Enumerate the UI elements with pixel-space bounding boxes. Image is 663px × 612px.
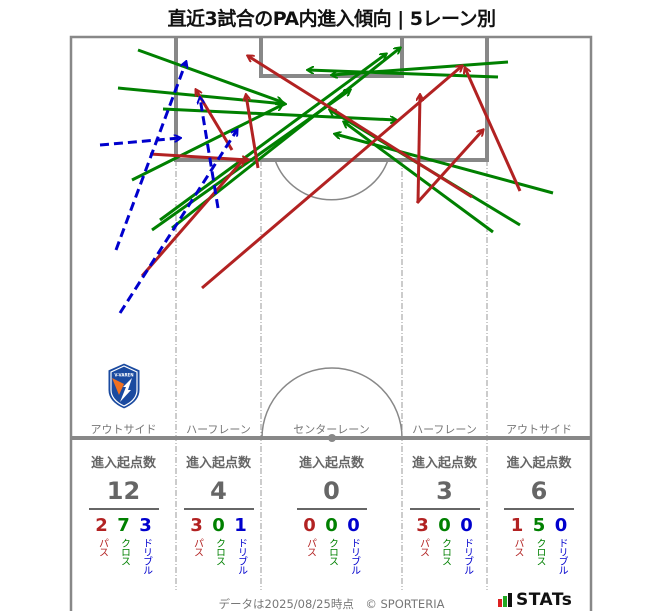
cross-arrow xyxy=(159,54,386,222)
pass-arrow xyxy=(418,95,420,204)
lane-dividers xyxy=(175,160,488,590)
pass-label: パス xyxy=(304,538,316,556)
footer-note: データは2025/08/25時点 © SPORTERIA xyxy=(218,597,445,611)
stats-logo: STATs xyxy=(498,590,572,610)
stat-total: 6 xyxy=(530,477,548,505)
lane-stats-halfspace-right: 進入起点数 3 3 パス 0 クロス 0 ドリブル xyxy=(402,452,487,574)
cross-label: クロス xyxy=(534,538,545,565)
pass-arrow xyxy=(465,68,522,192)
pass-count: 3 xyxy=(416,515,429,536)
cross-count: 7 xyxy=(117,515,130,536)
stat-total: 3 xyxy=(436,477,453,505)
lane-label-outside-right: アウトサイド xyxy=(506,423,572,436)
page-title: 直近3試合のPA内進入傾向 | 5レーン別 xyxy=(167,8,496,30)
pass-arrows xyxy=(140,56,522,290)
svg-text:V-VAREN: V-VAREN xyxy=(114,373,133,378)
pass-label: パス xyxy=(96,538,108,556)
cross-label: クロス xyxy=(439,538,451,565)
team-crest-icon: V-VAREN xyxy=(107,362,141,410)
pass-label: パス xyxy=(417,538,429,556)
lane-stats-outside-right: 進入起点数 6 1 パス 5 クロス 0 ドリブル xyxy=(487,452,591,574)
dribble-arrow xyxy=(200,98,220,209)
center-circle xyxy=(261,367,403,439)
stat-header: 進入起点数 xyxy=(298,456,364,471)
lane-stats-outside-left: 進入起点数 12 2 パス 7 クロス 3 ドリブル xyxy=(71,452,176,574)
pitch-boundary xyxy=(69,35,593,611)
pass-arrow xyxy=(149,152,248,160)
stat-total: 0 xyxy=(323,477,340,505)
pass-arrow xyxy=(246,95,260,169)
cross-count: 5 xyxy=(532,515,546,536)
dribble-label: ドリブル xyxy=(235,538,247,574)
stat-total: 4 xyxy=(210,477,227,505)
cross-count: 0 xyxy=(325,515,338,536)
pass-count: 0 xyxy=(303,515,316,536)
dribble-arrow xyxy=(114,62,186,251)
pass-label: パス xyxy=(191,538,203,556)
stat-total: 12 xyxy=(106,477,141,505)
stat-header: 進入起点数 xyxy=(411,456,477,471)
cross-label: クロス xyxy=(326,538,338,565)
cross-label: クロス xyxy=(213,538,225,565)
lane-stats-halfspace-left: 進入起点数 4 3 パス 0 クロス 1 ドリブル xyxy=(176,452,261,574)
dribble-label: ドリブル xyxy=(348,538,360,574)
lane-label-outside-left: アウトサイド xyxy=(90,423,157,436)
dribble-arrows xyxy=(99,62,237,314)
stat-header: 進入起点数 xyxy=(90,456,156,471)
stat-header: 進入起点数 xyxy=(506,456,572,471)
pass-count: 2 xyxy=(95,515,108,536)
cross-label: クロス xyxy=(118,538,130,565)
cross-count: 0 xyxy=(212,515,225,536)
center-spot xyxy=(328,434,336,442)
dribble-label: ドリブル xyxy=(556,538,567,574)
lane-label-center: センターレーン xyxy=(293,423,370,436)
stats-bars-icon xyxy=(498,593,512,607)
stats-logo-text: STATs xyxy=(516,590,573,610)
cross-arrow xyxy=(162,107,396,120)
stat-header: 進入起点数 xyxy=(185,456,251,471)
pass-count: 1 xyxy=(510,515,524,536)
lane-label-halfspace-left: ハーフレーン xyxy=(186,423,251,436)
cross-arrow xyxy=(131,105,282,182)
lane-stats-center: 進入起点数 0 0 パス 0 クロス 0 ドリブル xyxy=(261,452,402,574)
dribble-count: 1 xyxy=(234,515,247,536)
pass-count: 3 xyxy=(190,515,203,536)
pass-label: パス xyxy=(512,538,523,556)
cross-arrow xyxy=(335,134,554,195)
dribble-count: 0 xyxy=(554,515,568,536)
dribble-arrow xyxy=(99,138,180,147)
dribble-count: 0 xyxy=(347,515,360,536)
penalty-area xyxy=(174,37,489,162)
dribble-label: ドリブル xyxy=(461,538,473,574)
cross-arrow xyxy=(332,60,509,75)
cross-arrow xyxy=(308,70,499,79)
cross-count: 0 xyxy=(438,515,451,536)
lane-label-halfspace-right: ハーフレーン xyxy=(412,423,477,436)
dribble-count: 0 xyxy=(460,515,473,536)
dribble-count: 3 xyxy=(139,515,152,536)
pass-arrow xyxy=(415,130,483,205)
dribble-arrow xyxy=(118,130,237,314)
pass-arrow xyxy=(140,160,243,277)
cross-arrow xyxy=(137,48,282,102)
penalty-arc xyxy=(274,159,389,201)
dribble-label: ドリブル xyxy=(140,538,152,574)
pass-arrow xyxy=(248,56,473,199)
